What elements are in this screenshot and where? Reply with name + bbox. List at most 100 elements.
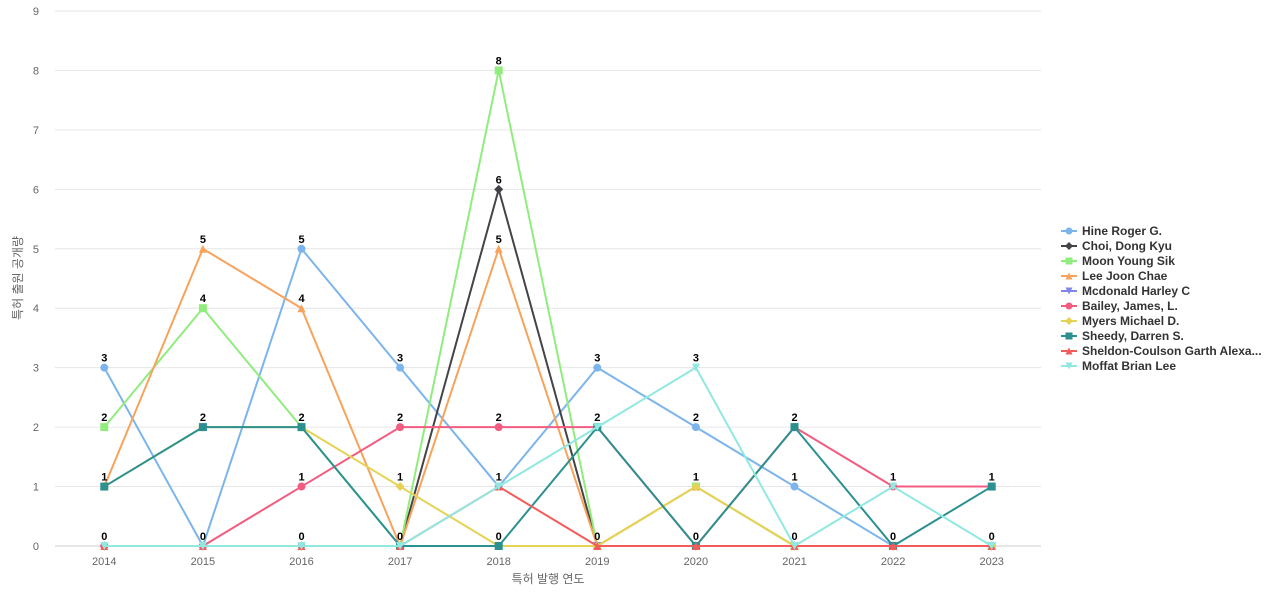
- x-tick-label: 2016: [289, 556, 313, 568]
- x-tick-label: 2014: [92, 556, 116, 568]
- data-point[interactable]: [790, 542, 799, 550]
- data-label: 1: [791, 472, 797, 484]
- data-label: 8: [496, 55, 502, 67]
- y-tick-label: 9: [33, 6, 39, 18]
- legend-item[interactable]: Bailey, James, L.: [1061, 299, 1178, 313]
- y-tick-label: 5: [33, 244, 39, 256]
- data-point[interactable]: [100, 482, 109, 491]
- legend-item[interactable]: Sheldon-Coulson Garth Alexa...: [1061, 344, 1262, 358]
- data-point[interactable]: [889, 482, 898, 491]
- y-tick-label: 3: [33, 363, 39, 375]
- data-label: 0: [496, 531, 502, 543]
- data-point[interactable]: [790, 482, 799, 491]
- data-label: 0: [200, 531, 206, 543]
- data-point[interactable]: [593, 542, 602, 550]
- y-tick-label: 8: [33, 65, 39, 77]
- legend-marker: [1065, 332, 1073, 340]
- data-point[interactable]: [100, 423, 109, 432]
- x-tick-label: 2020: [684, 556, 708, 568]
- legend-item[interactable]: Mcdonald Harley C: [1061, 284, 1190, 298]
- x-tick-label: 2021: [782, 556, 806, 568]
- x-tick-label: 2022: [881, 556, 905, 568]
- data-point[interactable]: [297, 542, 306, 550]
- data-label: 1: [693, 472, 699, 484]
- data-label: 0: [397, 531, 403, 543]
- data-point[interactable]: [494, 244, 503, 253]
- data-label: 1: [397, 472, 403, 484]
- legend-label: Sheldon-Coulson Garth Alexa...: [1082, 344, 1262, 358]
- data-point[interactable]: [198, 304, 207, 313]
- legend-label: Hine Roger G.: [1082, 224, 1162, 238]
- legend-marker: [1065, 272, 1073, 280]
- data-point[interactable]: [494, 423, 503, 432]
- x-tick-label: 2023: [979, 556, 1003, 568]
- x-tick-label: 2015: [191, 556, 215, 568]
- legend-item[interactable]: Moffat Brian Lee: [1061, 359, 1176, 373]
- data-point[interactable]: [396, 423, 405, 432]
- data-point[interactable]: [987, 542, 996, 550]
- data-point[interactable]: [691, 482, 701, 492]
- data-label: 0: [594, 531, 600, 543]
- legend-label: Mcdonald Harley C: [1082, 284, 1190, 298]
- data-label: 0: [989, 531, 995, 543]
- data-point[interactable]: [198, 542, 207, 550]
- data-point[interactable]: [494, 542, 503, 550]
- data-point[interactable]: [297, 304, 306, 313]
- data-point[interactable]: [198, 244, 207, 253]
- data-point[interactable]: [790, 423, 799, 432]
- data-point[interactable]: [297, 244, 306, 253]
- data-point[interactable]: [691, 363, 700, 372]
- data-point[interactable]: [395, 482, 405, 492]
- data-label: 0: [890, 531, 896, 543]
- series-line: [104, 426, 992, 547]
- legend-item[interactable]: Myers Michael D.: [1061, 314, 1179, 328]
- data-point[interactable]: [494, 184, 504, 194]
- data-label: 5: [496, 234, 502, 246]
- legend-item[interactable]: Choi, Dong Kyu: [1061, 239, 1172, 253]
- data-label: 1: [298, 472, 304, 484]
- data-point[interactable]: [494, 66, 503, 75]
- data-point[interactable]: [198, 423, 207, 432]
- legend-item[interactable]: Sheedy, Darren S.: [1061, 329, 1184, 343]
- series-line: [103, 426, 993, 547]
- series-moffat-brian-lee[interactable]: [100, 363, 996, 550]
- data-label: 4: [200, 293, 207, 305]
- legend-item[interactable]: Moon Young Sik: [1061, 254, 1175, 268]
- data-point[interactable]: [396, 363, 405, 372]
- data-point[interactable]: [889, 542, 898, 550]
- data-point[interactable]: [396, 542, 405, 550]
- y-tick-label: 6: [33, 184, 39, 196]
- legend-item[interactable]: Hine Roger G.: [1061, 224, 1162, 238]
- data-label: 6: [496, 174, 502, 186]
- data-point[interactable]: [691, 542, 700, 550]
- data-point[interactable]: [100, 542, 109, 550]
- y-tick-label: 4: [33, 303, 39, 315]
- y-tick-label: 7: [33, 125, 39, 137]
- legend-label: Bailey, James, L.: [1082, 299, 1178, 313]
- data-point[interactable]: [691, 423, 700, 432]
- legend-marker: [1065, 242, 1073, 250]
- data-point[interactable]: [593, 363, 602, 372]
- data-point[interactable]: [100, 363, 109, 372]
- data-label: 5: [200, 234, 206, 246]
- data-point[interactable]: [297, 482, 306, 491]
- data-label: 3: [397, 353, 403, 365]
- data-point[interactable]: [494, 482, 503, 491]
- data-point[interactable]: [593, 423, 602, 432]
- legend-item[interactable]: Lee Joon Chae: [1061, 269, 1168, 283]
- data-label: 0: [693, 531, 699, 543]
- series-lee-joon-chae[interactable]: [100, 244, 996, 550]
- y-tick-label: 0: [33, 541, 39, 553]
- data-label: 5: [298, 234, 304, 246]
- data-label: 3: [101, 353, 107, 365]
- data-label: 1: [989, 472, 995, 484]
- data-point[interactable]: [987, 482, 996, 491]
- x-tick-label: 2018: [486, 556, 510, 568]
- series-sheldon-coulson-garth-alexa[interactable]: [100, 482, 996, 550]
- data-point[interactable]: [297, 423, 306, 432]
- x-axis-ticks: 2014 2015 2016 2017 2018 2019 2020 2021 2022 2023: [92, 556, 1004, 568]
